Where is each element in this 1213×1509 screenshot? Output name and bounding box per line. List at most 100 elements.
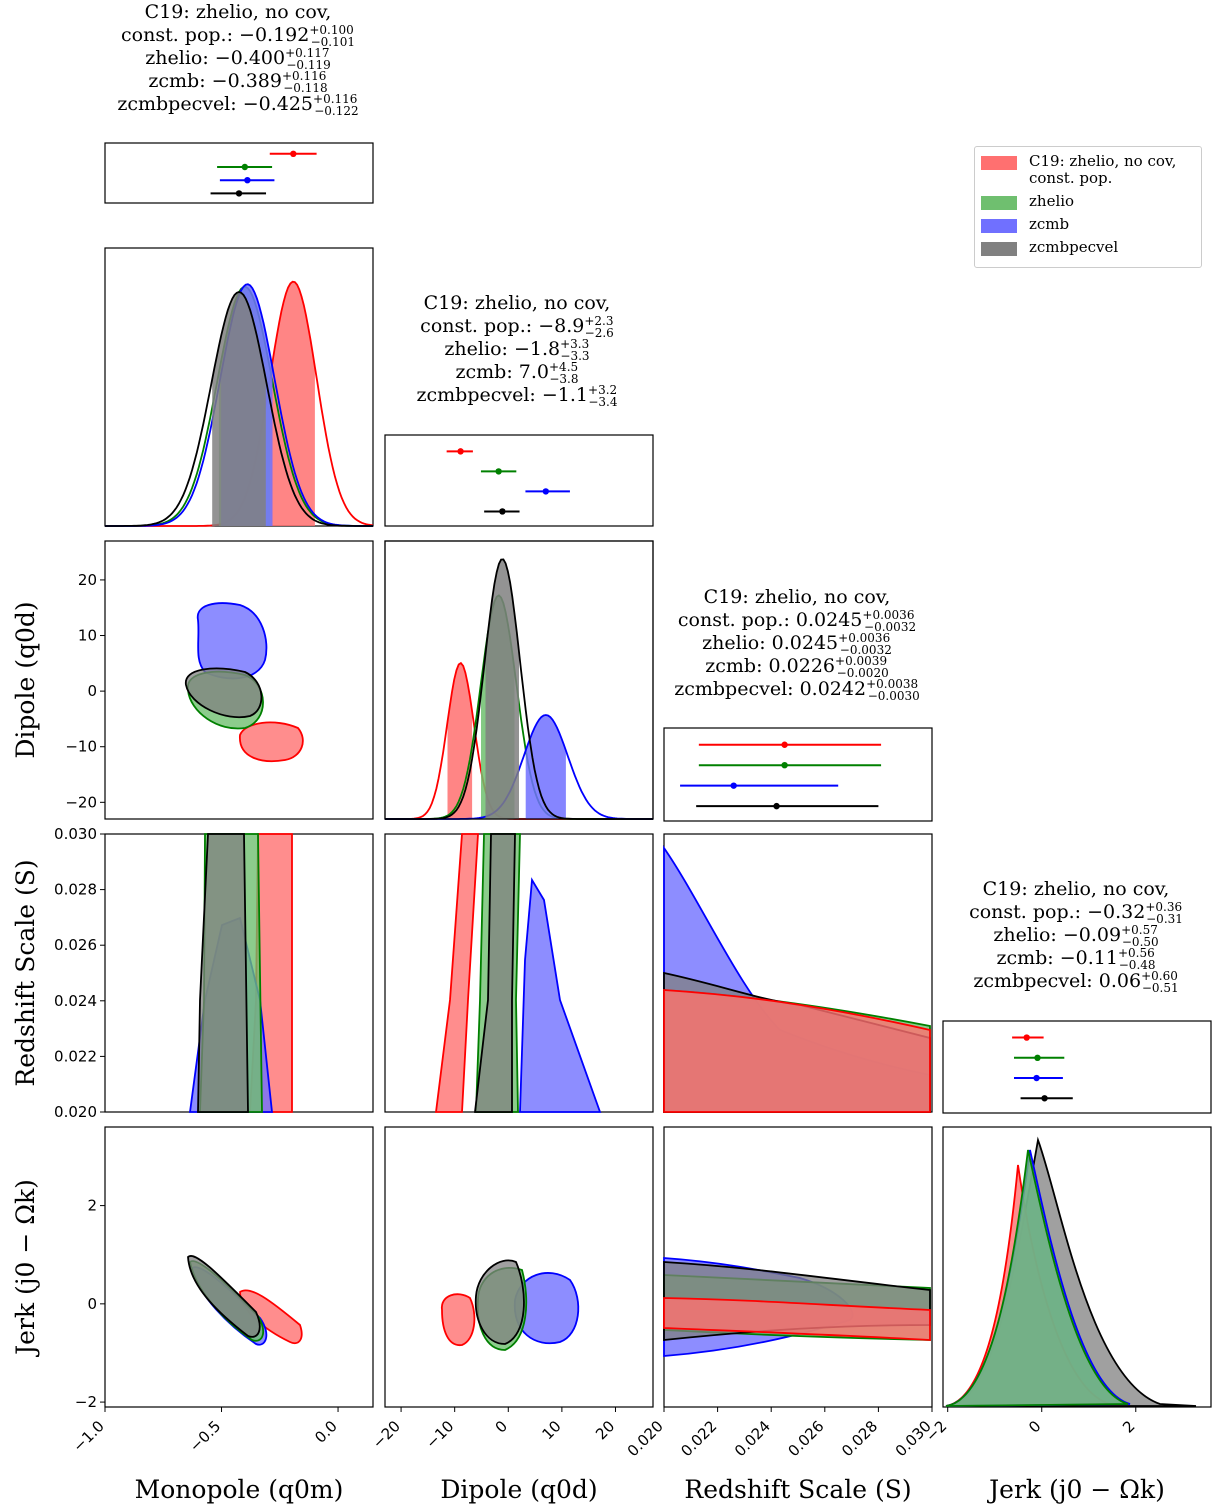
x-tick-label: 20	[592, 1417, 618, 1443]
summary-value: zhelio: −0.09	[993, 924, 1121, 946]
summary-lower: −0.0020	[837, 666, 889, 680]
summary-line: C19: zhelio, no cov,	[983, 878, 1170, 900]
summary-line: const. pop.: −0.32+0.36 −0.31	[969, 900, 1183, 926]
summary-lower: −0.31	[1146, 912, 1183, 926]
panel-frame	[104, 1126, 374, 1408]
y-tick-label: 0	[87, 682, 97, 700]
x-tick-label: 0.020	[624, 1417, 667, 1460]
summary-upper: +0.0036	[862, 608, 914, 622]
summary-lower: −0.48	[1119, 958, 1156, 972]
errorbar-median	[457, 448, 464, 455]
contour-region	[197, 602, 268, 680]
marginal-fill	[270, 281, 315, 526]
x-tick-label: 0	[492, 1417, 511, 1436]
panel-frame	[942, 1126, 1212, 1408]
x-tick-label: 0	[1025, 1417, 1044, 1436]
summary-line: const. pop.: −0.192+0.100 −0.101	[121, 23, 355, 49]
contour-region	[513, 1272, 580, 1345]
errorbar-median	[290, 150, 297, 157]
summary-line: zhelio: −0.09+0.57 −0.50	[993, 923, 1158, 949]
panel-frame	[104, 142, 374, 204]
contour-region	[473, 833, 516, 1113]
errorbar-median	[499, 508, 506, 515]
errorbar-median	[542, 488, 549, 495]
summary-upper: +0.60	[1141, 969, 1178, 983]
panel-frame	[663, 727, 933, 822]
legend-label: zhelio	[1029, 192, 1075, 210]
summary-upper: +0.0039	[835, 654, 887, 668]
y-tick-label: −10	[65, 738, 97, 756]
contour-region	[663, 1297, 931, 1341]
summary-lower: −0.122	[314, 104, 358, 118]
marginal-fill	[525, 715, 566, 819]
summary-upper: +0.116	[282, 69, 326, 83]
summary-line: zcmbpecvel: 0.0242+0.0038 −0.0030	[674, 677, 920, 703]
y-tick-label: 0.030	[54, 825, 97, 843]
summary-value: zhelio: −0.400	[145, 47, 285, 69]
legend-label: C19: zhelio, no cov, const. pop.	[1029, 152, 1177, 187]
panel-frame	[384, 434, 654, 527]
summary-upper: +0.36	[1145, 900, 1182, 914]
x-axis-label: Redshift Scale (S)	[684, 1475, 911, 1504]
x-axis-label: Dipole (q0d)	[440, 1475, 597, 1504]
errorbar-median	[773, 802, 780, 810]
summary-line: zcmb: −0.389+0.116 −0.118	[148, 69, 327, 95]
contour-region	[441, 1293, 476, 1346]
summary-lower: −0.0030	[868, 689, 920, 703]
summary-lower: −3.4	[588, 395, 618, 409]
summary-line: zcmb: −0.11+0.56 −0.48	[996, 946, 1155, 972]
panel-frame	[104, 540, 374, 820]
summary-line: zcmbpecvel: −1.1+3.2 −3.4	[417, 383, 618, 409]
legend-swatch	[981, 219, 1017, 233]
panel-frame	[384, 1126, 654, 1408]
x-tick-label: 0.0	[311, 1417, 341, 1447]
summary-upper: +0.57	[1121, 923, 1158, 937]
y-tick-label: 0.028	[54, 881, 97, 899]
summary-value: zcmbpecvel: −0.425	[117, 93, 313, 115]
summary-title: C19: zhelio, no cov,const. pop.: −0.32+0…	[969, 878, 1183, 995]
summary-upper: +3.2	[588, 383, 617, 397]
y-tick-label: 0.020	[54, 1103, 97, 1121]
summary-value: zhelio: 0.0245	[702, 632, 838, 654]
x-tick-label: 0.022	[677, 1417, 720, 1460]
y-tick-label: 0	[87, 1295, 97, 1313]
contour-region	[197, 833, 249, 1113]
summary-line: const. pop.: −8.9+2.3 −2.6	[420, 314, 614, 340]
panel-frame	[384, 540, 654, 820]
summary-title: C19: zhelio, no cov,const. pop.: −0.192+…	[117, 1, 358, 118]
summary-line: zhelio: 0.0245+0.0036 −0.0032	[702, 631, 892, 657]
summary-value: const. pop.: 0.0245	[678, 609, 863, 631]
errorbar-median	[730, 782, 737, 789]
x-tick-label: 0.028	[838, 1417, 881, 1460]
summary-upper: +3.3	[560, 337, 589, 351]
marginal-curve	[105, 291, 373, 527]
marginal-fill	[212, 292, 266, 526]
contour-region	[434, 833, 479, 1113]
summary-value: const. pop.: −0.32	[969, 901, 1145, 923]
summary-line: C19: zhelio, no cov,	[424, 292, 611, 314]
marginal-fill	[485, 559, 519, 819]
errorbar-median	[495, 468, 502, 475]
x-tick-label: −2	[922, 1417, 950, 1445]
y-axis-label: Jerk (j0 − Ωk)	[11, 1179, 40, 1358]
legend-item: zcmbpecvel	[981, 239, 1201, 256]
summary-value: const. pop.: −0.192	[121, 24, 309, 46]
summary-value: const. pop.: −8.9	[420, 315, 584, 337]
y-tick-label: 0.022	[54, 1047, 97, 1065]
summary-value: zcmb: −0.389	[148, 70, 282, 92]
summary-value: zcmb: −0.11	[996, 947, 1118, 969]
summary-lower: −0.119	[286, 58, 330, 72]
panel-frame	[942, 1020, 1212, 1114]
summary-line: C19: zhelio, no cov,	[704, 586, 891, 608]
x-tick-label: 10	[538, 1417, 564, 1443]
summary-lower: −0.51	[1142, 981, 1179, 995]
legend-item: C19: zhelio, no cov, const. pop.	[981, 153, 1201, 187]
summary-title: C19: zhelio, no cov,const. pop.: 0.0245+…	[674, 586, 920, 703]
contour-region	[519, 877, 602, 1113]
summary-line: zhelio: −1.8+3.3 −3.3	[444, 337, 589, 363]
summary-lower: −0.101	[311, 35, 355, 49]
summary-lower: −0.50	[1122, 935, 1159, 949]
errorbar-median	[1034, 1054, 1041, 1062]
errorbar-median	[241, 163, 249, 171]
